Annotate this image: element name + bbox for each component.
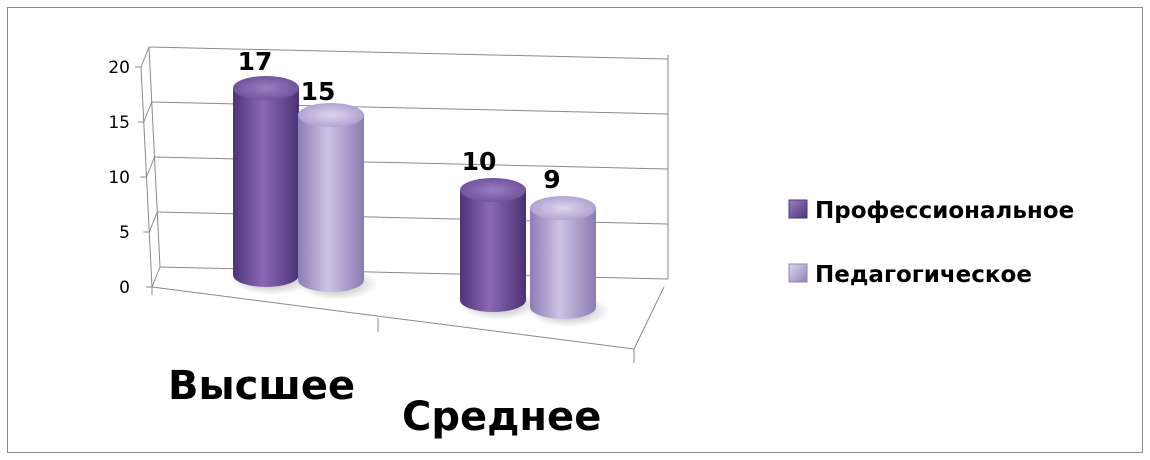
data-labels: 17 15 10 9 (238, 47, 561, 194)
y-axis-line (140, 66, 153, 288)
gridline (148, 46, 669, 60)
bar-body (233, 88, 299, 287)
legend-swatch-pedagogical (788, 263, 808, 283)
y-tick-label: 10 (108, 168, 130, 188)
gridline (151, 101, 669, 115)
gridline-depth (148, 211, 158, 233)
gridline-depth (143, 101, 153, 123)
category-label-vysshee: Высшее (168, 363, 355, 409)
bar-srednee-ped (528, 196, 610, 327)
bar-body (298, 115, 364, 292)
bar-vysshee-prof (231, 76, 313, 295)
y-axis-ticks: 0 5 10 15 20 (108, 58, 130, 298)
x-axis-line (151, 286, 635, 350)
data-label-srednee-ped: 9 (543, 165, 560, 194)
gridline-depth (151, 266, 161, 288)
bars (231, 76, 610, 327)
bar-top (298, 103, 364, 127)
y-tick-label: 5 (119, 223, 130, 243)
bar-top (460, 178, 526, 202)
y-tick-label: 20 (108, 58, 130, 78)
legend-label-professional: Профессиональное (815, 198, 1074, 224)
gridline (154, 156, 669, 170)
gridline-depth (146, 156, 155, 178)
bar-vysshee-ped (296, 103, 378, 300)
data-label-srednee-prof: 10 (462, 147, 497, 176)
bar-top (233, 76, 299, 100)
legend: Профессиональное Педагогическое (788, 198, 1074, 288)
bar-top (530, 196, 596, 220)
y-tick-label: 0 (119, 278, 130, 298)
data-label-vysshee-ped: 15 (301, 77, 336, 106)
bar-body (530, 208, 596, 319)
legend-label-pedagogical: Педагогическое (815, 262, 1032, 288)
y-tick-label: 15 (108, 113, 130, 133)
legend-swatch-professional (788, 199, 808, 219)
category-label-srednee: Среднее (402, 394, 601, 440)
axes (140, 46, 669, 363)
bar-srednee-prof (458, 178, 540, 320)
floor-right-edge (633, 286, 665, 350)
data-label-vysshee-prof: 17 (238, 47, 273, 76)
bar-body (460, 190, 526, 312)
back-wall-edge (148, 46, 161, 268)
gridline-depth (140, 46, 150, 68)
